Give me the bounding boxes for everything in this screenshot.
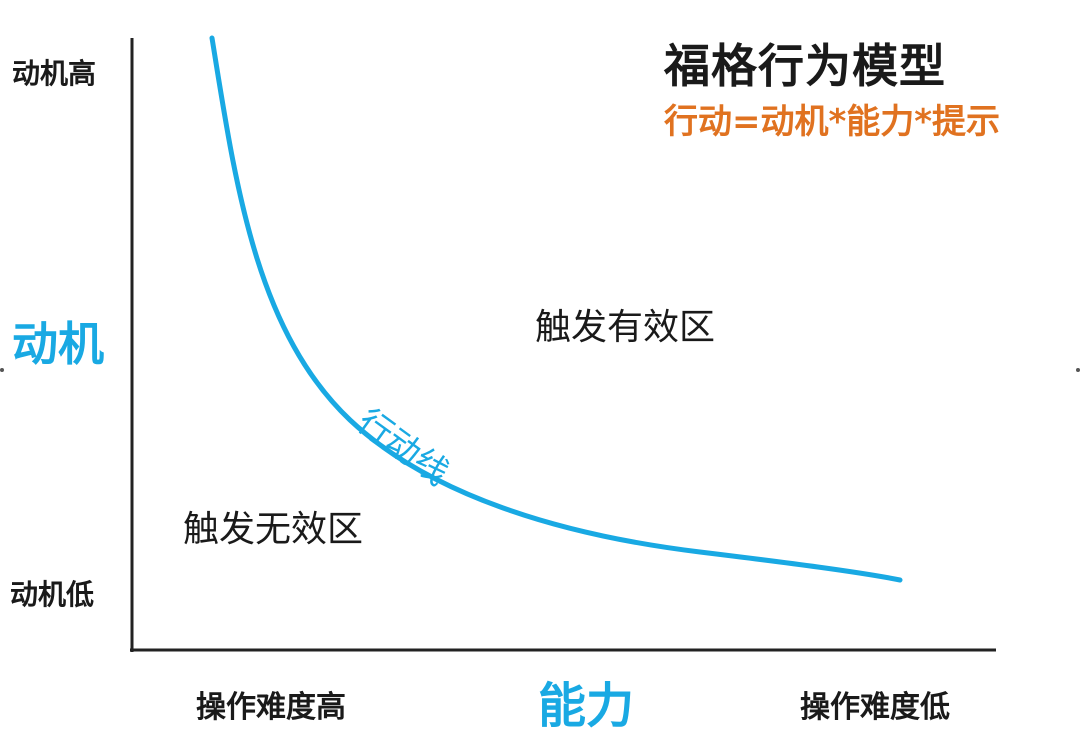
y-axis-title: 动机 <box>12 317 104 371</box>
x-axis-title: 能力 <box>538 678 635 734</box>
zone-valid-label: 触发有效区 <box>535 307 716 348</box>
y-axis-low-label: 动机低 <box>10 578 95 611</box>
edge-marker-left <box>0 368 4 372</box>
zone-invalid-label: 触发无效区 <box>183 509 364 550</box>
y-axis-high-label: 动机高 <box>12 57 97 90</box>
x-axis-right-label: 操作难度低 <box>800 690 950 725</box>
x-axis-left-label: 操作难度高 <box>196 690 346 725</box>
model-formula: 行动=动机*能力*提示 <box>664 102 1001 142</box>
model-title: 福格行为模型 <box>664 39 946 93</box>
action-curve <box>209 35 903 583</box>
edge-marker-right <box>1076 368 1080 372</box>
